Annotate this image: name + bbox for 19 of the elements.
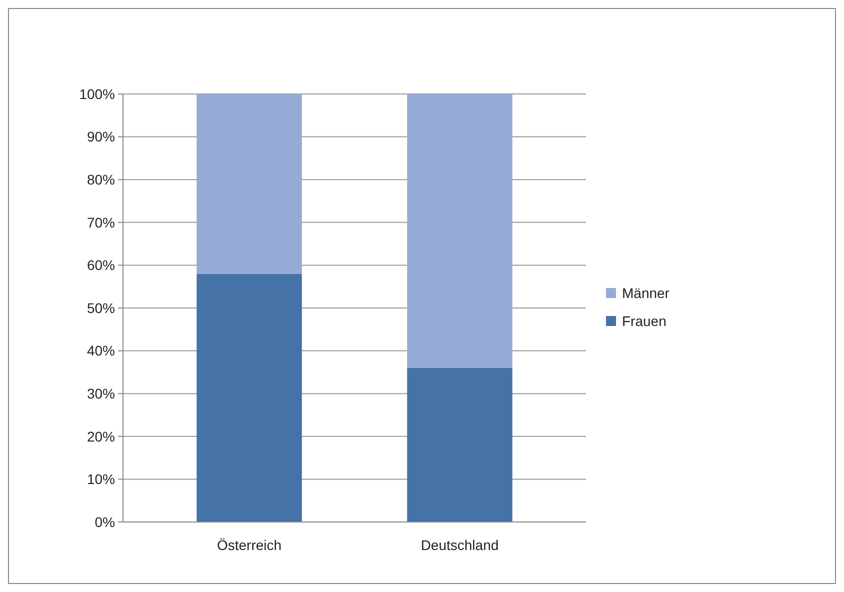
y-tick-label: 60%: [86, 257, 115, 274]
x-tick-label: Deutschland: [420, 537, 499, 553]
y-tick-label: 10%: [86, 471, 115, 488]
legend-label: Männer: [622, 284, 670, 301]
bar: [196, 94, 302, 274]
y-tick-label: 30%: [86, 386, 115, 402]
y-tick-label: 0%: [94, 514, 115, 530]
y-tick-label: 90%: [86, 128, 115, 145]
y-tick-label: 80%: [86, 172, 115, 188]
bar: [407, 94, 512, 368]
y-tick-label: 40%: [86, 342, 115, 359]
y-tick-label: 100%: [79, 86, 115, 102]
y-tick-label: 20%: [86, 428, 115, 444]
x-tick-label: Österreich: [216, 537, 282, 553]
bar: [407, 368, 512, 522]
bar: [196, 274, 302, 522]
y-tick-label: 70%: [86, 214, 115, 230]
legend-label: Frauen: [622, 312, 666, 329]
y-tick-label: 50%: [86, 300, 115, 316]
